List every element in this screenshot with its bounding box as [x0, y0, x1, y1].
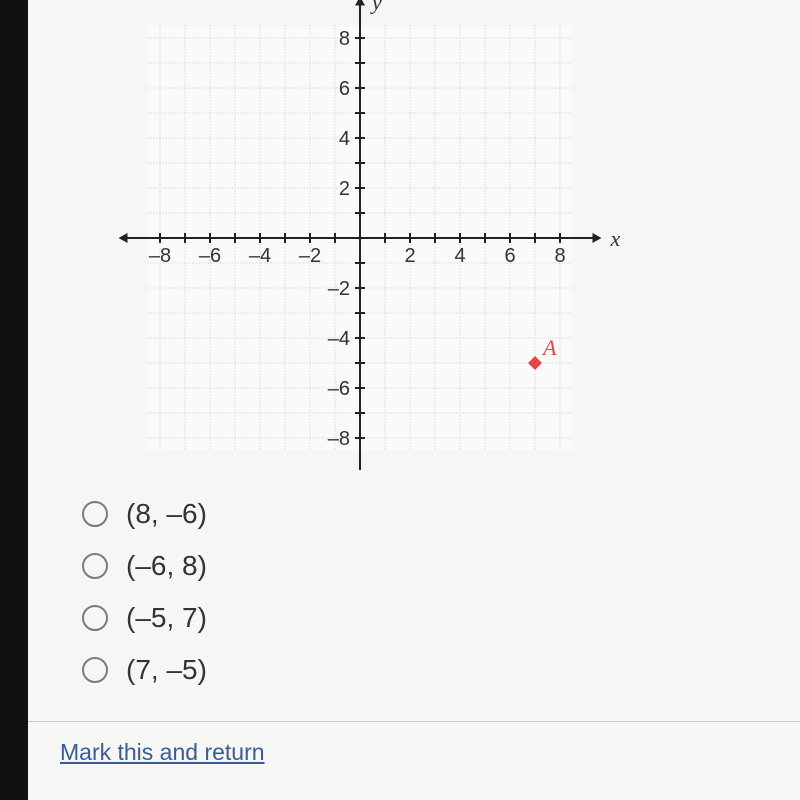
mark-return-link[interactable]: Mark this and return: [60, 739, 265, 766]
svg-text:–6: –6: [328, 378, 350, 400]
svg-text:–4: –4: [328, 328, 350, 350]
svg-text:–4: –4: [249, 245, 271, 267]
svg-text:x: x: [610, 226, 621, 251]
option-label: (7, –5): [126, 654, 207, 686]
svg-text:A: A: [541, 335, 557, 360]
option-3[interactable]: (7, –5): [82, 644, 207, 696]
option-label: (–6, 8): [126, 550, 207, 582]
option-label: (8, –6): [126, 498, 207, 530]
svg-text:6: 6: [339, 78, 350, 100]
coordinate-chart: –8 –6 –4 –2 2 4 6 8 –8 –6 –4 –2 2 4 6 8 x y A: [60, 0, 620, 470]
answer-options: (8, –6) (–6, 8) (–5, 7) (7, –5): [82, 488, 207, 696]
option-label: (–5, 7): [126, 602, 207, 634]
svg-text:y: y: [370, 0, 382, 15]
svg-text:2: 2: [404, 245, 415, 267]
svg-text:–6: –6: [199, 245, 221, 267]
svg-text:8: 8: [554, 245, 565, 267]
radio-icon: [82, 501, 108, 527]
svg-text:6: 6: [504, 245, 515, 267]
page-root: –8 –6 –4 –2 2 4 6 8 –8 –6 –4 –2 2 4 6 8 x y A (8, –6) (–6,…: [0, 0, 800, 800]
radio-icon: [82, 553, 108, 579]
option-2[interactable]: (–5, 7): [82, 592, 207, 644]
radio-icon: [82, 605, 108, 631]
svg-text:–2: –2: [299, 245, 321, 267]
svg-text:–8: –8: [149, 245, 171, 267]
svg-text:2: 2: [339, 178, 350, 200]
svg-text:8: 8: [339, 28, 350, 50]
svg-text:–8: –8: [328, 428, 350, 450]
svg-text:–2: –2: [328, 278, 350, 300]
divider: [28, 721, 800, 722]
option-1[interactable]: (–6, 8): [82, 540, 207, 592]
svg-text:4: 4: [339, 128, 350, 150]
option-0[interactable]: (8, –6): [82, 488, 207, 540]
radio-icon: [82, 657, 108, 683]
svg-text:4: 4: [454, 245, 465, 267]
